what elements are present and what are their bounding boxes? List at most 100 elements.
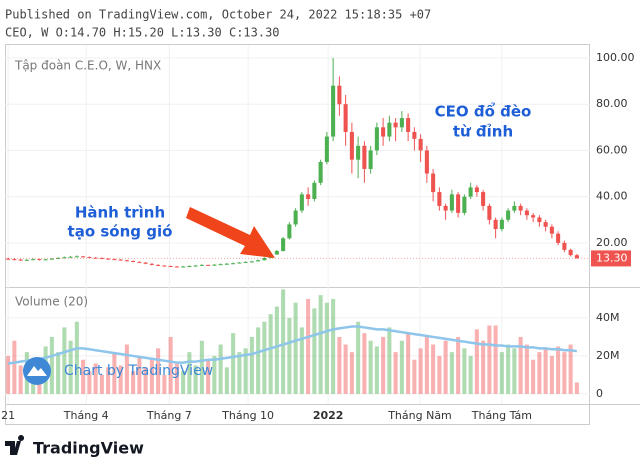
volume-bar [231, 333, 236, 394]
volume-bar [499, 352, 504, 394]
candle-body [193, 265, 198, 267]
volume-bar [281, 289, 286, 394]
ohlc-header: CEO, W O:14.70 H:15.20 L:13.30 C:13.30 [5, 26, 280, 40]
x-tick-label: 21 [1, 409, 15, 422]
logo: TradingView [5, 435, 144, 458]
watermark-icon-shape [27, 366, 47, 376]
candle-body [399, 118, 404, 128]
volume-bar [437, 355, 442, 394]
candle-body [137, 261, 142, 263]
candle-body [512, 205, 517, 211]
x-tick-label: Tháng 4 [63, 409, 109, 422]
y-tick-label: 100.00 [596, 51, 635, 64]
volume-bar [118, 365, 123, 394]
y-tick-label: 40.00 [596, 190, 628, 203]
volume-bar [562, 352, 567, 394]
volume-bar [131, 371, 136, 394]
x-tick-label: Tháng Tám [471, 409, 532, 422]
volume-bar [56, 352, 61, 394]
volume-bar [512, 348, 517, 394]
candle-body [256, 260, 261, 262]
volume-bar [62, 327, 67, 394]
candle-body [6, 258, 11, 260]
volume-bar [287, 317, 292, 394]
candle-body [56, 257, 61, 259]
volume-bar [274, 306, 279, 394]
volume-bar [112, 352, 117, 394]
candle-body [393, 122, 398, 128]
candle-body [543, 222, 548, 227]
candle-body [74, 256, 79, 258]
candle-body [318, 161, 323, 183]
candle-body [24, 259, 29, 261]
x-tick-label: Tháng 10 [221, 409, 274, 422]
candle-body [568, 249, 573, 256]
candle-body [331, 85, 336, 137]
volume-bar [306, 298, 311, 394]
candle-body [237, 262, 242, 264]
volume-bar [193, 365, 198, 394]
volume-bar [556, 346, 561, 394]
candle-body [362, 145, 367, 169]
annotation: Hành trình [75, 204, 165, 222]
candle-body [243, 261, 248, 263]
pane-title: Tập đoàn C.E.O, W, HNX [14, 59, 161, 73]
volume-bar [456, 336, 461, 394]
candle-body [462, 196, 467, 213]
candle-body [324, 136, 329, 162]
volume-bar [387, 327, 392, 394]
y-tick-label: 80.00 [596, 97, 628, 110]
candle-body [12, 259, 17, 261]
volume-bar [106, 367, 111, 394]
candle-body [106, 258, 111, 260]
candle-body [481, 192, 486, 206]
volume-bar [299, 327, 304, 394]
candle-body [349, 131, 354, 160]
volume-bar [531, 359, 536, 394]
candle-body [249, 261, 254, 263]
volume-bar [574, 382, 579, 394]
volume-bar [149, 359, 154, 394]
candle-body [281, 238, 286, 252]
volume-bar [524, 344, 529, 394]
volume-bar [343, 344, 348, 394]
volume-bar [256, 327, 261, 394]
volume-bar [549, 355, 554, 394]
volume-ma-line [7, 325, 578, 365]
header: Published on TradingView.com, October 24… [5, 8, 431, 22]
candle-body [337, 85, 342, 105]
candle-body [299, 194, 304, 211]
candle-body [487, 205, 492, 220]
candle-body [37, 259, 42, 261]
candle-body [131, 260, 136, 262]
candle-body [118, 259, 123, 261]
candle-body [212, 264, 217, 266]
volume-bar [143, 367, 148, 394]
candle-body [218, 264, 223, 266]
volume-bar [487, 325, 492, 394]
candle-body [524, 210, 529, 216]
candle-body [387, 122, 392, 137]
candle-body [343, 104, 348, 132]
candle-body [156, 264, 161, 266]
volume-bar [268, 314, 273, 394]
candle-body [224, 263, 229, 265]
last-price-label: 13.30 [596, 251, 628, 264]
candle-body [68, 256, 73, 258]
candle-body [168, 266, 173, 268]
candle-body [87, 257, 92, 259]
candle-body [274, 251, 279, 255]
candle-body [368, 150, 373, 169]
volume-bar [174, 363, 179, 394]
logo-text: TradingView [33, 439, 144, 458]
candle-body [412, 131, 417, 139]
volume-bar [449, 352, 454, 394]
candle-body [506, 210, 511, 220]
volume-bar [506, 344, 511, 394]
candle-body [149, 263, 154, 265]
candle-body [493, 219, 498, 230]
y-tick-label: 20.00 [596, 236, 628, 249]
y2-tick-label: 0 [596, 387, 603, 400]
volume-bar [418, 348, 423, 394]
